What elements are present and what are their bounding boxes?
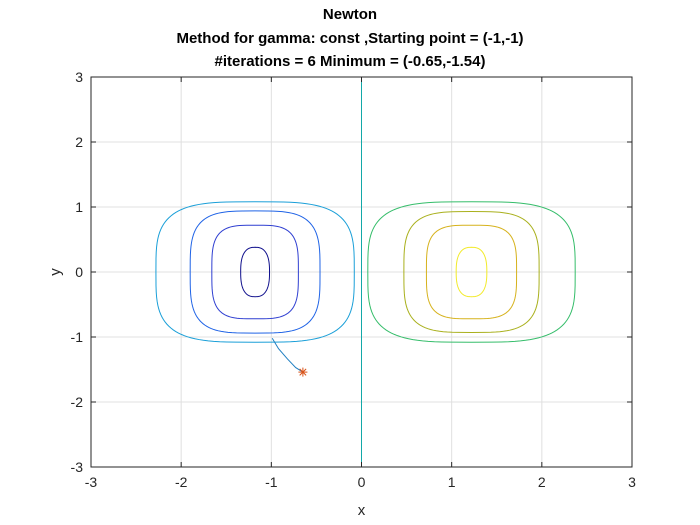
y-tick-label: 0 — [75, 264, 83, 280]
minimum-marker — [298, 367, 308, 377]
contour-line — [211, 224, 299, 320]
chart-title-line-3: #iterations = 6 Minimum = (-0.65,-1.54) — [214, 53, 486, 70]
x-axis-label: x — [358, 502, 366, 519]
contour-line — [189, 210, 321, 334]
plot-area — [155, 77, 576, 467]
contour-line — [425, 224, 518, 320]
x-tick-label: -1 — [265, 474, 278, 490]
contour-line — [455, 246, 488, 298]
marker-stroke — [299, 368, 307, 376]
y-tick-label: 1 — [75, 199, 83, 215]
x-tick-label: 3 — [628, 474, 636, 490]
chart-title-line-2: Method for gamma: const ,Starting point … — [176, 30, 524, 47]
chart-title-line-1: Newton — [322, 6, 378, 23]
x-tick-label: -3 — [85, 474, 98, 490]
x-tick-label: -2 — [175, 474, 188, 490]
x-tick-label: 1 — [448, 474, 456, 490]
contour-line — [240, 246, 271, 298]
y-tick-label: 2 — [75, 134, 83, 150]
contour-line — [155, 201, 355, 343]
contour-line — [367, 201, 576, 343]
x-tick-label: 2 — [538, 474, 546, 490]
contour-line — [403, 211, 540, 333]
y-axis-label: y — [47, 268, 64, 276]
y-tick-label: -3 — [71, 459, 84, 475]
y-tick-label: -2 — [71, 394, 84, 410]
ticks: -3 -2 -1 0 1 2 3 -3 -2 -1 0 1 2 3 — [71, 69, 637, 490]
x-tick-label: 0 — [358, 474, 366, 490]
iteration-path — [271, 338, 304, 373]
y-tick-label: -1 — [71, 329, 84, 345]
y-tick-label: 3 — [75, 69, 83, 85]
